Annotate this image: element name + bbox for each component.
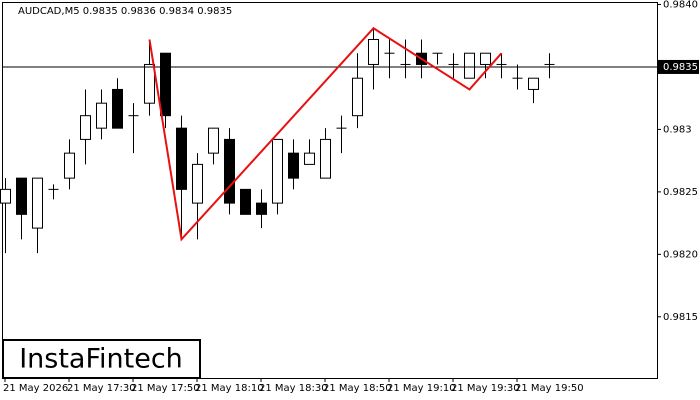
x-tick-label: 21 May 19:30 bbox=[451, 383, 520, 394]
watermark: InstaFintech bbox=[19, 344, 183, 375]
candle-body bbox=[320, 138, 331, 179]
x-tick-label: 21 May 2026 bbox=[3, 383, 68, 394]
candle-body bbox=[32, 177, 43, 229]
candle-body bbox=[176, 127, 187, 190]
x-tick-label: 21 May 18:50 bbox=[323, 383, 392, 394]
candle-body bbox=[64, 152, 75, 179]
watermark-box bbox=[2, 339, 201, 379]
candle-body bbox=[208, 127, 219, 154]
pattern-line bbox=[148, 26, 503, 242]
candle-body bbox=[480, 52, 491, 65]
y-tick-label: 0.9840 bbox=[663, 0, 698, 10]
candle-body bbox=[16, 177, 27, 215]
chart-title: AUDCAD,M5 0.9835 0.9836 0.9834 0.9835 bbox=[18, 6, 232, 17]
candle-body bbox=[352, 77, 363, 117]
candle-body bbox=[0, 188, 11, 204]
x-tick-label: 21 May 19:50 bbox=[515, 383, 584, 394]
y-tick-label: 0.9815 bbox=[663, 312, 698, 323]
candle-body bbox=[256, 202, 267, 215]
candle-body bbox=[144, 63, 155, 104]
price-label-box bbox=[658, 59, 699, 74]
y-tick-label: 0.9825 bbox=[663, 187, 698, 198]
candle-body bbox=[304, 152, 315, 165]
price-label: 0.9835 bbox=[663, 62, 698, 73]
plot-frame bbox=[2, 2, 658, 379]
candle-body bbox=[528, 77, 539, 90]
candle-body bbox=[272, 138, 283, 204]
candle-body bbox=[368, 38, 379, 65]
y-tick-label: 0.983 bbox=[663, 124, 692, 135]
candle-body bbox=[96, 102, 107, 129]
x-tick-label: 21 May 18:10 bbox=[195, 383, 264, 394]
candle-body bbox=[240, 188, 251, 215]
candle-body bbox=[224, 138, 235, 204]
x-tick-label: 21 May 18:30 bbox=[259, 383, 328, 394]
candle-body bbox=[80, 115, 91, 140]
candle-body bbox=[160, 52, 171, 117]
y-tick-label: 0.9820 bbox=[663, 249, 698, 260]
x-tick-label: 21 May 19:10 bbox=[387, 383, 456, 394]
candle-body bbox=[112, 88, 123, 129]
candle-body bbox=[192, 163, 203, 204]
x-tick-label: 21 May 17:30 bbox=[67, 383, 136, 394]
candle-body bbox=[288, 152, 299, 179]
x-tick-label: 21 May 17:50 bbox=[131, 383, 200, 394]
candle-body bbox=[464, 52, 475, 79]
